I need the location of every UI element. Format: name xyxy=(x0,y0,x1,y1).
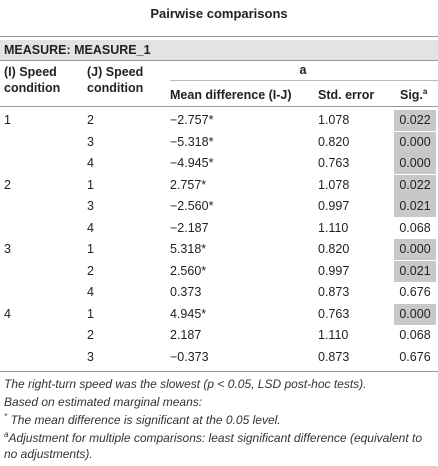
header-j: (J) Speed condition xyxy=(87,65,144,95)
table-row: 4 1 4.945* 0.763 0.000 xyxy=(0,303,438,325)
row-j-cell: 2 xyxy=(87,328,94,342)
row-j-cell: 3 xyxy=(87,134,94,149)
row-std-error-cell: 0.997 xyxy=(318,199,350,213)
row-mean-difference-cell: 2.187 xyxy=(170,328,202,342)
row-std-error-cell: 0.820 xyxy=(318,134,350,149)
row-j-cell: 1 xyxy=(87,242,94,256)
row-mean-difference-cell: −4.945* xyxy=(170,156,214,170)
row-j-cell: 1 xyxy=(87,306,94,321)
row-sig-cell: 0.000 xyxy=(394,239,436,260)
table-row: 3 −0.373 0.873 0.676 xyxy=(0,347,438,368)
table-row: 3 1 5.318* 0.820 0.000 xyxy=(0,239,438,260)
row-i-cell: 3 xyxy=(4,242,11,256)
row-sig-cell: 0.022 xyxy=(394,110,436,131)
row-std-error-cell: 0.763 xyxy=(318,306,350,321)
header-sig: Sig.a xyxy=(400,86,428,102)
header-std-error: Std. error xyxy=(318,88,375,102)
row-j-cell: 4 xyxy=(87,156,94,170)
row-mean-difference-cell: −5.318* xyxy=(170,134,214,149)
row-mean-difference-cell: 2.757* xyxy=(170,177,207,192)
row-sig-cell: 0.068 xyxy=(399,220,431,235)
row-sig-cell: 0.021 xyxy=(394,196,436,217)
row-mean-difference-cell: 5.318* xyxy=(170,242,207,256)
row-j-cell: 4 xyxy=(87,285,94,299)
row-j-cell: 4 xyxy=(87,220,94,235)
row-std-error-cell: 0.873 xyxy=(318,349,350,364)
top-rule xyxy=(0,36,438,37)
row-j-cell: 2 xyxy=(87,113,94,127)
table-row: 1 2 −2.757* 1.078 0.022 xyxy=(0,110,438,131)
row-j-cell: 3 xyxy=(87,349,94,364)
row-sig-cell: 0.676 xyxy=(399,285,431,299)
header-subrule xyxy=(170,80,438,81)
row-std-error-cell: 1.078 xyxy=(318,177,350,192)
row-std-error-cell: 0.763 xyxy=(318,156,350,170)
footnote-adjustment: aAdjustment for multiple comparisons: le… xyxy=(4,430,422,462)
row-i-cell: 4 xyxy=(4,306,11,321)
row-mean-difference-cell: −2.757* xyxy=(170,113,214,127)
row-sig-cell: 0.022 xyxy=(394,174,436,196)
header-mean-difference: Mean difference (I-J) xyxy=(170,88,292,102)
bottom-rule xyxy=(0,371,438,372)
row-j-cell: 3 xyxy=(87,199,94,213)
row-j-cell: 2 xyxy=(87,263,94,278)
row-mean-difference-cell: −0.373 xyxy=(170,349,209,364)
header-rule xyxy=(0,106,438,107)
table-row: 4 0.373 0.873 0.676 xyxy=(0,282,438,303)
row-std-error-cell: 0.997 xyxy=(318,263,350,278)
measure-band: MEASURE: MEASURE_1 xyxy=(0,40,438,60)
row-sig-cell: 0.000 xyxy=(394,153,436,174)
row-std-error-cell: 1.078 xyxy=(318,113,350,127)
row-mean-difference-cell: 4.945* xyxy=(170,306,207,321)
table-row: 3 −2.560* 0.997 0.021 xyxy=(0,196,438,217)
table-title: Pairwise comparisons xyxy=(150,6,288,21)
row-mean-difference-cell: −2.187 xyxy=(170,220,209,235)
row-i-cell: 2 xyxy=(4,177,11,192)
row-j-cell: 1 xyxy=(87,177,94,192)
row-std-error-cell: 1.110 xyxy=(318,328,349,342)
row-sig-cell: 0.676 xyxy=(399,349,431,364)
table-row: 2 2.560* 0.997 0.021 xyxy=(0,260,438,282)
row-sig-cell: 0.068 xyxy=(399,328,431,342)
row-sig-cell: 0.000 xyxy=(394,131,436,153)
measure-rule xyxy=(0,60,438,61)
row-sig-cell: 0.021 xyxy=(394,260,436,282)
header-a-mark: a xyxy=(299,63,307,77)
footnote-significance: * The mean difference is significant at … xyxy=(4,412,281,428)
table-row: 3 −5.318* 0.820 0.000 xyxy=(0,131,438,153)
row-std-error-cell: 0.873 xyxy=(318,285,350,299)
footnote-marginal-means: Based on estimated marginal means: xyxy=(4,395,203,409)
row-mean-difference-cell: 0.373 xyxy=(170,285,202,299)
row-sig-cell: 0.000 xyxy=(394,303,436,325)
table-row: 4 −2.187 1.110 0.068 xyxy=(0,218,438,239)
table-row: 2 2.187 1.110 0.068 xyxy=(0,325,438,346)
footnote-slowest: The right-turn speed was the slowest (p … xyxy=(4,377,367,391)
table-row: 4 −4.945* 0.763 0.000 xyxy=(0,153,438,174)
row-std-error-cell: 1.110 xyxy=(318,220,349,235)
row-mean-difference-cell: 2.560* xyxy=(170,263,207,278)
row-mean-difference-cell: −2.560* xyxy=(170,199,214,213)
table-row: 2 1 2.757* 1.078 0.022 xyxy=(0,174,438,196)
row-i-cell: 1 xyxy=(4,113,11,127)
row-std-error-cell: 0.820 xyxy=(318,242,350,256)
header-i: (I) Speed condition xyxy=(4,65,61,95)
